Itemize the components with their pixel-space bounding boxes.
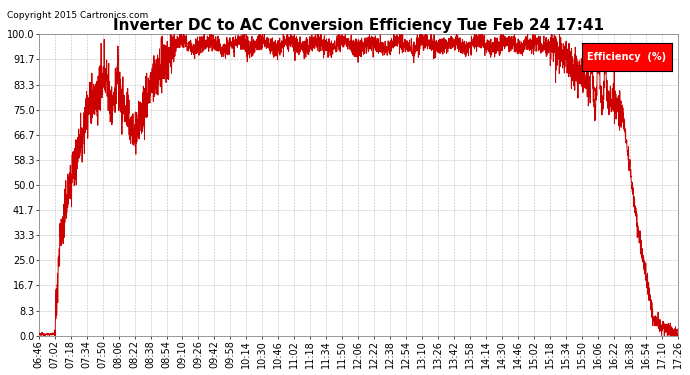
Text: Efficiency  (%): Efficiency (%): [587, 52, 667, 62]
Text: Copyright 2015 Cartronics.com: Copyright 2015 Cartronics.com: [7, 11, 148, 20]
Title: Inverter DC to AC Conversion Efficiency Tue Feb 24 17:41: Inverter DC to AC Conversion Efficiency …: [113, 18, 604, 33]
